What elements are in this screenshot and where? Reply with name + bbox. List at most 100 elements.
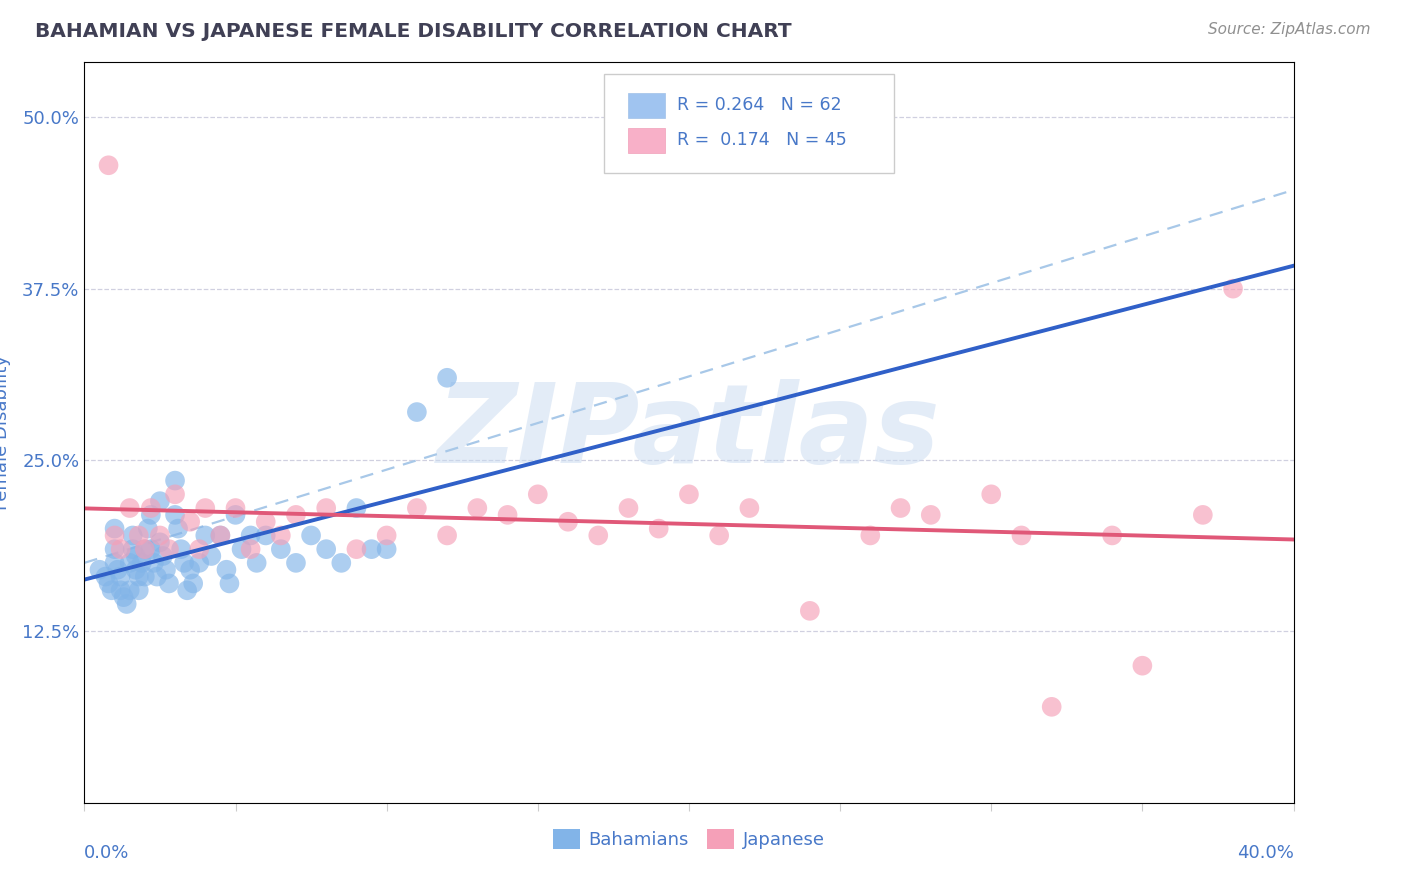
Point <box>149 494 172 508</box>
Point <box>167 522 190 536</box>
Point <box>155 563 177 577</box>
Text: BAHAMIAN VS JAPANESE FEMALE DISABILITY CORRELATION CHART: BAHAMIAN VS JAPANESE FEMALE DISABILITY C… <box>35 22 792 41</box>
Point <box>270 542 292 557</box>
Point <box>115 597 138 611</box>
Point <box>146 569 169 583</box>
Y-axis label: Female Disability: Female Disability <box>0 355 11 510</box>
Point <box>104 522 127 536</box>
Point <box>588 528 610 542</box>
Point <box>557 515 579 529</box>
Point <box>149 528 172 542</box>
Point <box>128 528 150 542</box>
Point <box>139 508 162 522</box>
FancyBboxPatch shape <box>605 73 894 173</box>
Point <box>142 556 165 570</box>
Point <box>346 501 368 516</box>
Point <box>121 528 143 542</box>
Point <box>194 528 217 542</box>
Legend: Bahamians, Japanese: Bahamians, Japanese <box>546 822 832 856</box>
Point <box>709 528 731 542</box>
Point <box>315 542 337 557</box>
Point <box>181 576 204 591</box>
Point <box>134 542 156 557</box>
Point <box>128 569 150 583</box>
Point <box>89 563 111 577</box>
Point <box>125 563 148 577</box>
Point <box>299 528 322 542</box>
Point <box>246 556 269 570</box>
Point <box>128 583 150 598</box>
Point <box>136 522 159 536</box>
Point <box>225 501 247 516</box>
FancyBboxPatch shape <box>628 128 665 153</box>
Point <box>209 528 232 542</box>
Point <box>94 569 117 583</box>
Point <box>118 583 141 598</box>
Point <box>980 487 1002 501</box>
Point <box>231 542 253 557</box>
Point <box>330 556 353 570</box>
Point <box>239 542 262 557</box>
Text: 40.0%: 40.0% <box>1237 844 1294 862</box>
Point <box>97 576 120 591</box>
Point <box>110 542 132 557</box>
Point <box>149 535 172 549</box>
Point <box>118 501 141 516</box>
Point <box>617 501 640 516</box>
Point <box>104 542 127 557</box>
Point <box>738 501 761 516</box>
Point <box>346 542 368 557</box>
Point <box>200 549 222 563</box>
Point <box>1040 699 1063 714</box>
Text: 0.0%: 0.0% <box>84 844 129 862</box>
Point <box>225 508 247 522</box>
Text: R = 0.264   N = 62: R = 0.264 N = 62 <box>676 96 841 114</box>
Point <box>104 528 127 542</box>
Point <box>188 556 211 570</box>
Point <box>1130 658 1153 673</box>
Point <box>527 487 550 501</box>
Point <box>125 549 148 563</box>
Point <box>859 528 882 542</box>
Point <box>173 556 195 570</box>
Point <box>112 590 135 604</box>
Point <box>165 508 187 522</box>
Point <box>152 549 174 563</box>
Point <box>285 556 308 570</box>
FancyBboxPatch shape <box>628 93 665 118</box>
Point <box>467 501 489 516</box>
Point <box>648 522 671 536</box>
Point <box>170 542 193 557</box>
Point <box>107 563 129 577</box>
Point <box>218 576 240 591</box>
Point <box>406 405 429 419</box>
Point <box>110 569 132 583</box>
Point <box>134 569 156 583</box>
Point <box>118 556 141 570</box>
Point <box>1011 528 1033 542</box>
Point <box>436 371 458 385</box>
Point <box>134 542 156 557</box>
Point <box>139 501 162 516</box>
Point <box>165 474 187 488</box>
Point <box>360 542 382 557</box>
Point <box>406 501 429 516</box>
Point <box>104 556 127 570</box>
Point <box>799 604 821 618</box>
Point <box>139 542 162 557</box>
Text: R =  0.174   N = 45: R = 0.174 N = 45 <box>676 131 846 149</box>
Point <box>179 515 201 529</box>
Point <box>270 528 292 542</box>
Point <box>375 542 398 557</box>
Point <box>194 501 217 516</box>
Point <box>179 563 201 577</box>
Point <box>165 487 187 501</box>
Point <box>1101 528 1123 542</box>
Point <box>285 508 308 522</box>
Point <box>131 556 153 570</box>
Point <box>239 528 262 542</box>
Point <box>100 583 122 598</box>
Point <box>157 576 180 591</box>
Point <box>188 542 211 557</box>
Point <box>254 515 277 529</box>
